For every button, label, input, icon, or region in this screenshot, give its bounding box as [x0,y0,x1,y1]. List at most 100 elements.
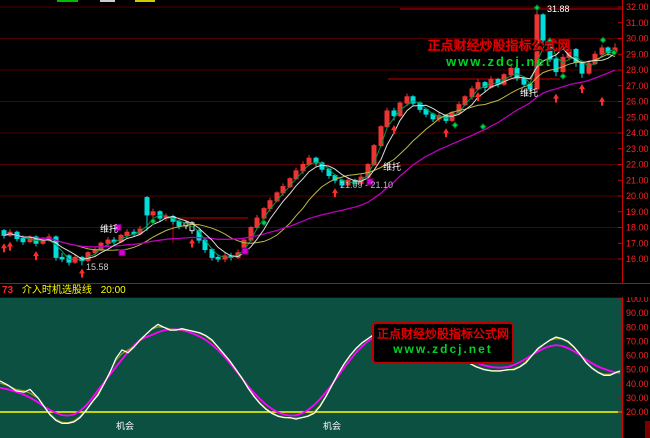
sell-arrow-icon [7,241,13,251]
chart-annotation: 维托 [520,87,538,98]
legend-dash [135,0,155,2]
candle-body [410,96,416,104]
indicator-label-bar: 73 介入时机选股线 20:00 [0,284,650,297]
signal-square-icon [241,247,249,255]
osc-axis-label: 50.00 [626,365,649,375]
candle-body [404,96,410,104]
candle-body [384,110,390,128]
signal-square-icon [114,224,122,231]
sell-arrow-icon [443,128,449,138]
candle-body [371,145,377,166]
ma-line-green [3,36,616,261]
indicator-name[interactable]: 介入时机选股线 [21,285,92,296]
signal-markers [1,4,618,278]
candle-body [475,82,481,90]
indicator-value: 20:00 [100,285,126,296]
candle-body [105,239,111,244]
candle-body [215,256,221,260]
price-axis-label: 18.00 [626,223,649,233]
scrollbar-fragment [645,421,650,438]
candle-body [534,14,540,90]
price-axis-label: 20.00 [626,191,649,201]
sell-arrow-icon [475,92,481,102]
candle-body [540,14,546,41]
buy-diamond-icon [149,217,157,225]
price-axis-label: 24.00 [626,128,649,138]
price-axis-label: 16.00 [626,254,649,264]
osc-axis-label: 90.00 [626,308,649,318]
price-axis-label: 17.00 [626,238,649,248]
price-axis-label: 30.00 [626,34,649,44]
buy-diamond-icon [479,122,487,131]
candle-body [150,211,156,216]
chart-annotation: 15.58 [86,262,109,272]
price-axis-label: 21.00 [626,175,649,185]
candle-body [59,256,65,260]
osc-axis-label: 80.00 [626,322,649,332]
osc-axis-label: 30.00 [626,393,649,403]
price-axis-label: 28.00 [626,65,649,75]
candle-body [599,47,605,55]
candle-body [144,197,150,216]
candle-body [547,39,553,60]
candle-body [508,67,514,76]
sell-arrow-icon [332,188,338,198]
signal-square-icon [366,178,374,186]
candle-body [514,67,520,79]
buy-diamond-icon [559,72,567,81]
ma-lines [3,36,616,261]
chart-annotation: 31.88 [547,4,570,14]
candle-body [586,63,592,74]
price-axis: 32.00 31.00 30.00 29.00 28.00 27.00 26.00 25.00… [618,0,650,438]
buy-diamond-icon [451,121,459,129]
watermark-bottom: 正点财经炒股指标公式网 www.zdcj.net [372,322,514,364]
sell-arrow-icon [1,243,7,253]
osc-line-white [0,323,621,424]
price-axis-label: 23.00 [626,144,649,154]
candle-body [579,61,585,74]
legend-dash [57,0,78,2]
chart-annotation: 21.09 - 21.10 [340,180,393,190]
candle-body [254,217,260,229]
price-axis-label: 19.00 [626,207,649,217]
price-axis-label: 31.00 [626,18,649,28]
watermark-url: www.zdcj.net [393,342,493,356]
watermark-title: 正点财经炒股指标公式网 [376,327,509,341]
price-axis-label: 32.00 [626,2,649,12]
legend-dash [100,0,115,2]
sell-arrow-icon [189,238,195,248]
opportunity-label: 机会 [323,420,341,431]
candle-body [391,110,397,117]
oscillator-layer: 机会 机会 [0,323,622,431]
sell-arrow-icon [553,93,559,103]
price-axis-label: 25.00 [626,112,649,122]
ma-line-white [3,47,616,260]
sell-arrow-icon [579,84,585,94]
candle-body [560,56,566,73]
candle-body [20,238,26,243]
osc-axis-label: 100.0 [626,294,649,304]
sell-arrow-icon [33,251,39,261]
buy-diamond-icon [260,219,268,227]
price-axis-label: 22.00 [626,160,649,170]
sell-arrow-icon [391,125,397,135]
opportunity-label: 机会 [116,420,134,431]
osc-axis-label: 20.00 [626,407,649,417]
chart-annotation: 维托 [100,223,118,234]
osc-axis-label: 60.00 [626,351,649,361]
chart-annotation: 维托 [383,161,401,172]
candle-body [605,47,611,54]
candle-body [313,157,319,164]
signal-square-icon [118,249,126,257]
candle-body [553,58,559,73]
buy-diamond-icon [599,36,607,44]
buy-diamond-icon [610,48,618,57]
ma-line-magenta [3,69,616,248]
sell-arrow-icon [599,96,605,106]
oscillator-panel-bg [0,297,622,438]
price-axis-label: 26.00 [626,97,649,107]
legend-dashes [57,0,155,2]
